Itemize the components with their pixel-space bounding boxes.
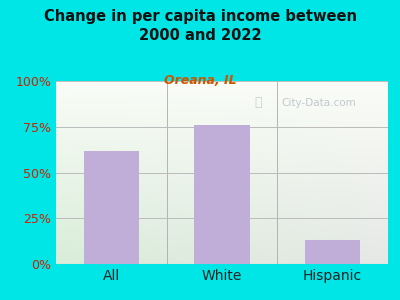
Text: City-Data.com: City-Data.com <box>282 98 356 108</box>
Text: ⓘ: ⓘ <box>255 97 262 110</box>
Bar <box>84 151 139 264</box>
Text: Change in per capita income between
2000 and 2022: Change in per capita income between 2000… <box>44 9 356 43</box>
Bar <box>194 125 250 264</box>
Bar <box>305 240 360 264</box>
Text: Oreana, IL: Oreana, IL <box>164 74 236 86</box>
